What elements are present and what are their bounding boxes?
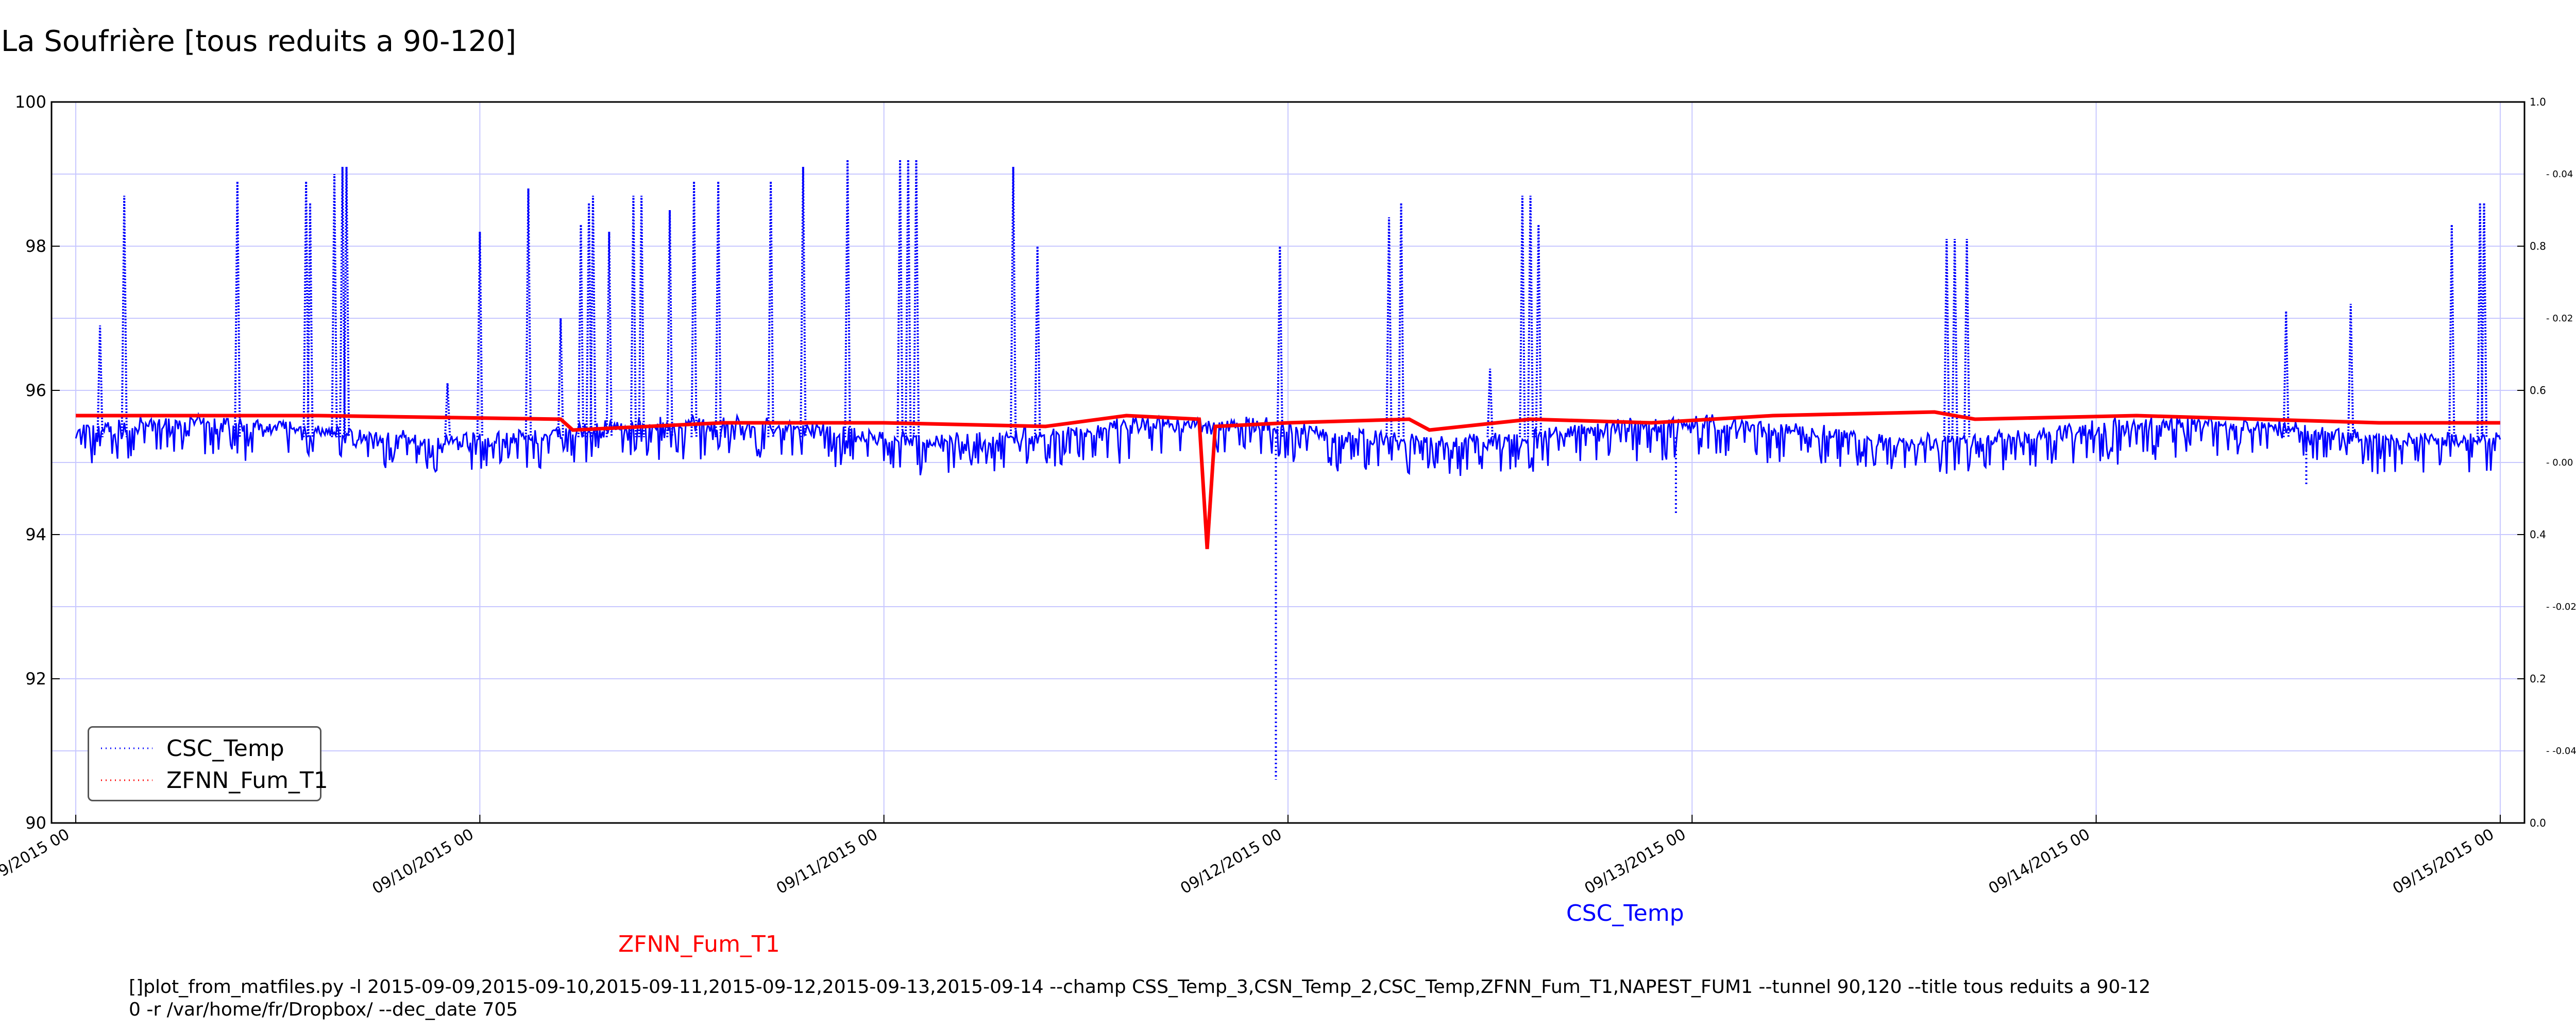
- csc-temp-spike: [715, 181, 722, 438]
- x-tick-label: 09/14/2015 00: [1986, 826, 2093, 898]
- csc-temp-spike: [524, 188, 532, 438]
- csc-temp-spike: [1527, 195, 1534, 438]
- csc-temp-spike: [1943, 238, 1951, 438]
- csc-temp-spike: [1276, 246, 1284, 438]
- csc-temp-spike: [2282, 311, 2290, 438]
- legend-swatch-zfnn: [98, 770, 155, 791]
- csc-temp-baseline-trace: [75, 411, 2501, 476]
- grid-layer: [52, 102, 2524, 823]
- csc-temp-spike: [577, 224, 585, 438]
- csc-temp-spike: [896, 159, 904, 438]
- right-tick-label: 0.6: [2530, 384, 2546, 397]
- csc-temp-spike: [912, 159, 920, 438]
- csc-temp-spike: [638, 195, 645, 438]
- csc-temp-spike: [339, 166, 346, 438]
- y-tick-label: 94: [25, 525, 46, 544]
- csc-temp-spike: [1535, 224, 1542, 438]
- csc-temp-spike: [302, 181, 310, 438]
- csc-temp-spike: [1009, 166, 1017, 438]
- y-tick-label: 90: [25, 813, 46, 833]
- legend-entry-zfnn: ZFNN_Fum_T1: [98, 765, 328, 796]
- y-tick-label: 96: [25, 381, 46, 400]
- series-layer: [75, 159, 2501, 780]
- csc-temp-spike: [476, 231, 484, 438]
- csc-temp-spike: [1385, 217, 1393, 438]
- csc-temp-spike: [844, 159, 851, 438]
- csc-temp-spike: [1486, 368, 1494, 438]
- csc-temp-spike: [605, 231, 613, 438]
- inner-right-tick-label: - 0.02: [2546, 313, 2573, 324]
- chart-legend: CSC_Temp ZFNN_Fum_T1: [88, 726, 328, 801]
- csc-temp-spike: [1397, 202, 1405, 438]
- legend-entry-csc: CSC_Temp: [98, 733, 284, 764]
- x-tick-label: 09/09/2015 00: [0, 826, 73, 898]
- csc-temp-spike: [767, 181, 774, 438]
- legend-label-csc: CSC_Temp: [166, 735, 284, 762]
- csc-temp-spike: [1034, 246, 1041, 438]
- x-tick-label: 09/10/2015 00: [369, 826, 477, 898]
- csc-temp-spike: [589, 195, 597, 438]
- inner-right-tick-label: - -0.02: [2546, 602, 2576, 612]
- csc-temp-spike: [234, 181, 241, 438]
- right-tick-label: 0.4: [2530, 528, 2546, 541]
- csc-caption: CSC_Temp: [1566, 900, 1684, 926]
- csc-temp-spike: [1951, 238, 1958, 438]
- csc-temp-spike: [557, 318, 564, 438]
- x-tick-label: 09/13/2015 00: [1582, 826, 1689, 898]
- chart-title: La Soufrière [tous reduits a 90-120]: [1, 25, 517, 58]
- csc-temp-spike: [666, 210, 673, 438]
- y-tick-label: 92: [25, 669, 46, 689]
- csc-temp-spike: [121, 195, 128, 438]
- csc-temp-spike: [1963, 238, 1971, 438]
- csc-temp-spike: [690, 181, 698, 438]
- csc-temp-spike: [630, 195, 637, 438]
- x-tick-label: 09/11/2015 00: [773, 826, 881, 898]
- csc-temp-spike: [1519, 195, 1526, 438]
- command-line-2: 0 -r /var/home/fr/Dropbox/ --dec_date 70…: [129, 999, 518, 1020]
- csc-temp-spike: [800, 166, 807, 438]
- command-line-text: []plot_from_matfiles.py -l 2015-09-09,20…: [129, 976, 2150, 1021]
- csc-temp-spike: [307, 202, 314, 438]
- command-line-1: []plot_from_matfiles.py -l 2015-09-09,20…: [129, 976, 2151, 998]
- legend-swatch-csc: [98, 738, 155, 759]
- csc-temp-spike: [2448, 224, 2455, 438]
- csc-temp-spike: [2347, 303, 2354, 438]
- inner-right-tick-label: - 0.00: [2546, 457, 2573, 468]
- right-tick-label: 0.8: [2530, 240, 2546, 252]
- right-tick-label: 1.0: [2530, 96, 2546, 108]
- x-tick-label: 09/15/2015 00: [2389, 826, 2497, 898]
- csc-temp-spike: [2480, 202, 2488, 438]
- right-tick-label: 0.2: [2530, 673, 2546, 685]
- zfnn-caption: ZFNN_Fum_T1: [618, 931, 780, 957]
- csc-temp-spike: [96, 325, 104, 438]
- y-tick-label: 100: [15, 92, 46, 112]
- csc-temp-spike: [444, 383, 451, 438]
- inner-right-tick-label: - -0.04: [2546, 746, 2576, 757]
- right-tick-label: 0.0: [2530, 817, 2546, 829]
- csc-temp-spike: [905, 159, 912, 438]
- legend-label-zfnn: ZFNN_Fum_T1: [166, 767, 328, 794]
- csc-temp-spike: [343, 166, 350, 438]
- inner-right-tick-label: - 0.04: [2546, 169, 2573, 180]
- y-tick-label: 98: [25, 236, 46, 256]
- x-tick-label: 09/12/2015 00: [1177, 826, 1285, 898]
- zfnn-fum-t1-line: [76, 410, 2500, 550]
- csc-temp-spike: [331, 174, 338, 438]
